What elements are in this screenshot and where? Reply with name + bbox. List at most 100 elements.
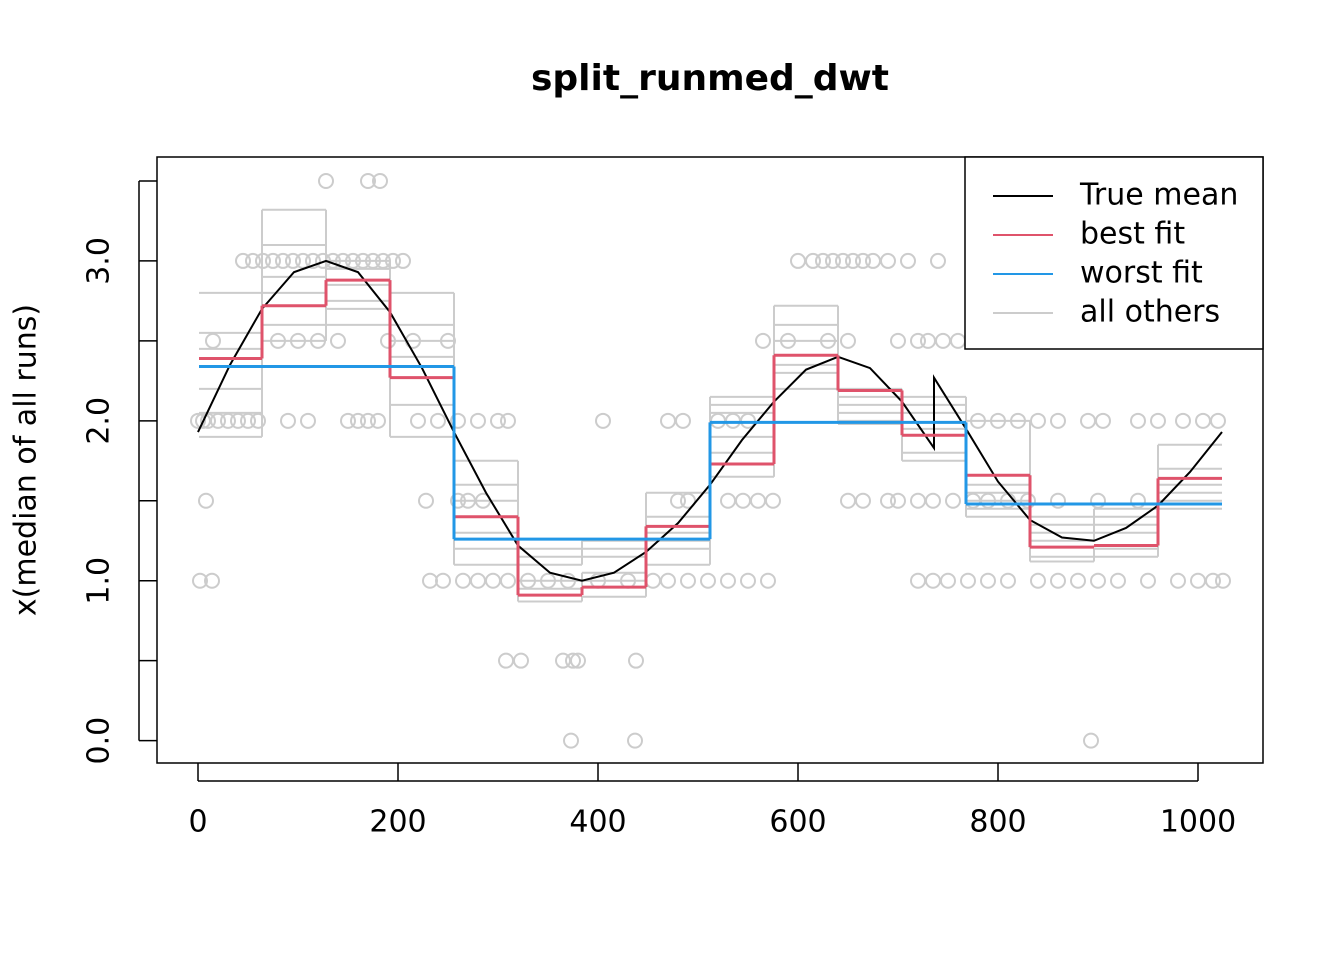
data-point — [205, 332, 221, 349]
data-point — [840, 332, 856, 349]
data-point — [910, 492, 926, 509]
data-point — [1083, 732, 1099, 749]
data-point — [660, 572, 676, 589]
data-point — [760, 572, 776, 589]
x-tick-label: 600 — [769, 805, 826, 840]
data-point — [595, 412, 611, 429]
data-point — [513, 652, 529, 669]
data-point — [900, 252, 916, 269]
data-point — [1130, 412, 1146, 429]
data-point — [710, 412, 726, 429]
data-point — [1090, 492, 1106, 509]
x-tick-label: 200 — [369, 805, 426, 840]
data-point — [890, 332, 906, 349]
data-point — [755, 332, 771, 349]
data-point — [265, 252, 281, 269]
data-point — [1175, 412, 1191, 429]
data-point — [192, 572, 208, 589]
data-point — [920, 332, 936, 349]
data-point — [1190, 572, 1206, 589]
y-tick-label: 1.0 — [82, 557, 117, 605]
data-point — [925, 572, 941, 589]
data-point — [285, 252, 301, 269]
data-point — [360, 412, 376, 429]
data-point — [485, 572, 501, 589]
data-point — [925, 492, 941, 509]
data-point — [410, 412, 426, 429]
y-axis-label: x(median of all runs) — [9, 304, 44, 616]
data-point — [725, 412, 741, 429]
data-point — [627, 732, 643, 749]
true-mean-line — [197, 259, 1223, 582]
data-point — [318, 172, 334, 189]
data-point — [1110, 572, 1126, 589]
legend-label: all others — [1080, 295, 1220, 330]
data-point — [1170, 572, 1186, 589]
data-point — [1095, 412, 1111, 429]
data-point — [940, 572, 956, 589]
data-point — [1080, 412, 1096, 429]
data-point — [490, 412, 506, 429]
data-point — [418, 492, 434, 509]
data-point — [910, 572, 926, 589]
data-point — [430, 412, 446, 429]
data-point — [370, 412, 386, 429]
data-point — [280, 412, 296, 429]
data-point — [740, 572, 756, 589]
data-point — [330, 332, 346, 349]
data-point — [372, 172, 388, 189]
data-point — [680, 572, 696, 589]
chart-title: split_runmed_dwt — [531, 58, 889, 99]
data-point — [1140, 572, 1156, 589]
data-point — [750, 492, 766, 509]
data-point — [720, 572, 736, 589]
y-tick-label: 2.0 — [82, 397, 117, 445]
plot-frame — [156, 156, 1264, 764]
data-point — [880, 492, 896, 509]
data-point — [825, 252, 841, 269]
legend-label: True mean — [1079, 178, 1238, 213]
data-point — [945, 492, 961, 509]
y-tick-label: 0.0 — [82, 717, 117, 765]
data-point — [765, 492, 781, 509]
x-tick-label: 800 — [969, 805, 1026, 840]
data-point — [300, 412, 316, 429]
x-tick-label: 400 — [569, 805, 626, 840]
data-point — [190, 412, 206, 429]
data-point — [950, 332, 966, 349]
data-point — [1050, 412, 1066, 429]
data-point — [1030, 412, 1046, 429]
data-point — [1050, 572, 1066, 589]
data-point — [1000, 572, 1016, 589]
x-tick-label: 1000 — [1160, 805, 1236, 840]
data-point — [360, 172, 376, 189]
data-point — [275, 252, 291, 269]
data-point — [845, 252, 861, 269]
data-point — [450, 412, 466, 429]
data-point — [245, 252, 261, 269]
data-point — [855, 252, 871, 269]
data-point — [720, 492, 736, 509]
data-point — [1215, 572, 1231, 589]
legend-label: worst fit — [1080, 256, 1203, 291]
legend-box — [964, 156, 1264, 350]
data-point — [735, 492, 751, 509]
data-point — [1150, 412, 1166, 429]
data-point — [470, 412, 486, 429]
data-point — [960, 572, 976, 589]
data-point — [235, 252, 251, 269]
data-point — [565, 652, 581, 669]
data-point — [498, 652, 514, 669]
data-point — [1195, 412, 1211, 429]
data-point — [500, 412, 516, 429]
y-tick-label: 3.0 — [82, 237, 117, 285]
data-point — [305, 252, 321, 269]
data-point — [435, 572, 451, 589]
data-point — [395, 252, 411, 269]
data-point — [563, 732, 579, 749]
data-point — [350, 412, 366, 429]
data-point — [1070, 572, 1086, 589]
data-point — [1050, 492, 1066, 509]
data-point — [865, 252, 881, 269]
